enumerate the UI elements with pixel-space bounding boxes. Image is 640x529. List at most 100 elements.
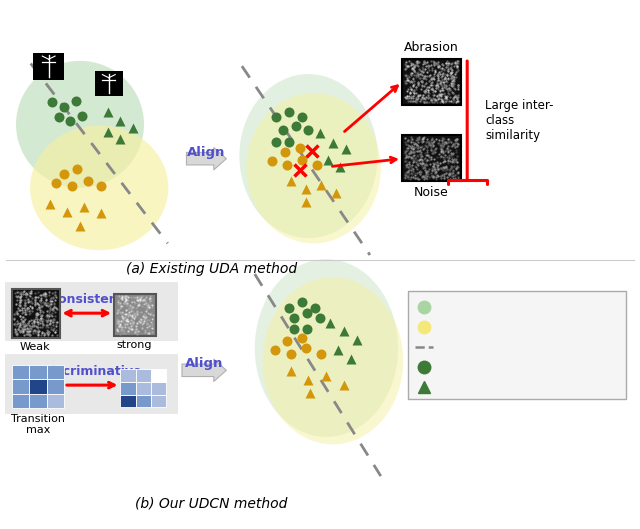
Bar (151, 395, 166, 407)
Text: Transition
max: Transition max (11, 414, 65, 435)
Point (302, 325, 312, 333)
Point (291, 122, 301, 130)
Bar (47, 365, 64, 379)
Point (346, 354, 356, 363)
Point (115, 116, 125, 125)
Point (328, 139, 338, 147)
Bar (402, 59, 461, 105)
Ellipse shape (262, 277, 403, 444)
FancyArrowPatch shape (182, 359, 227, 381)
Point (267, 157, 277, 166)
Text: Abrasion: Abrasion (404, 41, 459, 54)
Point (96, 208, 106, 217)
Point (303, 376, 314, 384)
Point (301, 198, 311, 206)
Bar (136, 395, 151, 407)
Text: Class "cattle": Class "cattle" (445, 382, 522, 392)
Text: Consistent: Consistent (50, 293, 124, 306)
Text: (a) Existing UDA method: (a) Existing UDA method (125, 262, 297, 276)
Point (59, 103, 69, 111)
Point (302, 309, 312, 317)
Point (282, 337, 292, 345)
Point (128, 124, 138, 132)
Point (75, 222, 85, 231)
Point (333, 346, 343, 354)
Bar (12, 394, 29, 408)
Point (65, 116, 76, 125)
Point (294, 144, 305, 152)
Bar (5, 354, 178, 414)
Text: Class "wood": Class "wood" (445, 362, 520, 372)
Point (315, 314, 325, 323)
Bar (95, 71, 123, 96)
Point (271, 113, 282, 122)
Bar (12, 365, 29, 379)
Point (301, 185, 311, 194)
Point (70, 96, 81, 105)
Point (286, 367, 296, 376)
Bar (136, 382, 151, 395)
Bar (12, 379, 29, 394)
Ellipse shape (239, 74, 378, 238)
Text: Align: Align (185, 358, 223, 370)
Text: Decision boundary: Decision boundary (445, 342, 552, 352)
Text: (b) Our UDCN method: (b) Our UDCN method (135, 496, 287, 510)
Point (45, 199, 55, 208)
Point (305, 388, 316, 397)
Bar (402, 135, 461, 181)
Point (77, 112, 87, 121)
Text: Discriminative: Discriminative (42, 365, 143, 378)
Bar (5, 282, 178, 341)
Point (284, 108, 294, 116)
FancyArrowPatch shape (186, 148, 227, 170)
Bar (29, 365, 47, 379)
Point (284, 138, 294, 146)
Point (115, 134, 125, 143)
Point (271, 138, 282, 146)
Point (339, 381, 349, 389)
Point (289, 314, 300, 323)
Point (59, 169, 69, 178)
Point (335, 162, 346, 171)
Point (321, 371, 332, 380)
Point (289, 325, 300, 333)
Point (67, 182, 77, 190)
Point (102, 108, 113, 116)
Point (315, 129, 325, 138)
Point (286, 177, 296, 185)
Point (297, 113, 307, 122)
Bar (151, 382, 166, 395)
Point (323, 156, 333, 164)
Point (286, 350, 296, 359)
Bar (114, 294, 156, 336)
Point (79, 203, 90, 212)
Text: strong: strong (116, 340, 152, 350)
Point (312, 161, 322, 169)
Point (297, 156, 307, 164)
Ellipse shape (30, 125, 168, 250)
Point (303, 125, 314, 134)
Point (340, 145, 351, 153)
Point (316, 350, 326, 359)
Bar (47, 379, 64, 394)
Text: Align: Align (188, 146, 225, 159)
Ellipse shape (255, 259, 398, 437)
Point (297, 333, 307, 342)
Bar (29, 394, 47, 408)
Point (47, 97, 58, 106)
Point (96, 182, 106, 190)
Point (310, 304, 320, 312)
Bar (29, 379, 47, 394)
Text: Target domain: Target domain (445, 322, 527, 332)
Point (282, 161, 292, 169)
Bar (33, 53, 64, 80)
Text: Noise: Noise (414, 186, 449, 199)
Point (339, 326, 349, 335)
Point (284, 304, 294, 312)
Point (316, 181, 326, 189)
Point (54, 113, 64, 122)
Bar (120, 382, 136, 395)
Ellipse shape (16, 61, 144, 188)
Point (102, 128, 113, 136)
Bar (151, 369, 166, 382)
